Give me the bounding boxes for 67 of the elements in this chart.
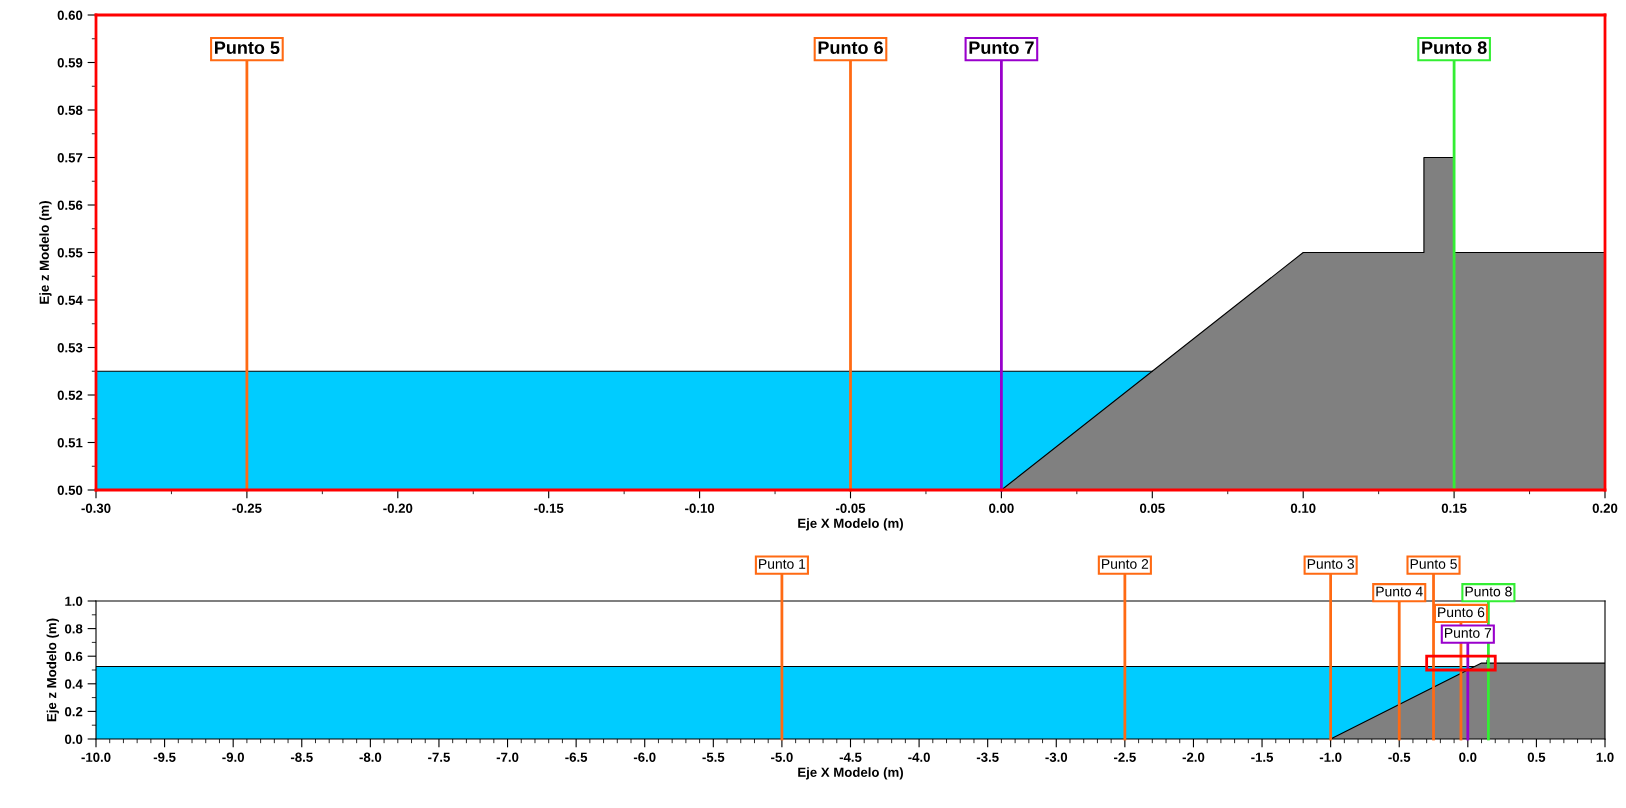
- x-tick-label: -4.5: [839, 752, 862, 762]
- ref-line-label: Punto 2: [1102, 559, 1149, 569]
- y-tick-label: 0.59: [57, 58, 83, 68]
- x-tick-label: -9.0: [222, 752, 245, 762]
- y-tick-label: 0.0: [64, 734, 83, 744]
- x-tick-label: -5.5: [702, 752, 725, 762]
- x-tick-label: 0.10: [1290, 503, 1316, 513]
- x-tick-label: -2.0: [1182, 752, 1205, 762]
- x-tick-label: -10.0: [81, 752, 111, 762]
- x-tick-label: 0.20: [1592, 503, 1618, 513]
- x-tick-label: -0.15: [534, 503, 564, 513]
- x-tick-label: 0.0: [1459, 752, 1477, 762]
- y-tick-label: 0.51: [57, 438, 83, 448]
- y-tick-label: 0.4: [64, 679, 83, 689]
- ref-line-label: Punto 8: [1422, 41, 1487, 55]
- y-tick-label: 0.52: [57, 390, 83, 400]
- ref-line-label: Punto 6: [818, 41, 883, 55]
- x-tick-label: -0.5: [1388, 752, 1411, 762]
- y-tick-label: 0.56: [57, 200, 83, 210]
- y-axis-title: Eje z Modelo (m): [46, 618, 59, 722]
- ref-line-label: Punto 7: [1445, 628, 1492, 638]
- x-tick-label: -8.0: [359, 752, 382, 762]
- y-axis-title: Eje z Modelo (m): [39, 201, 52, 304]
- x-tick-label: -2.5: [1114, 752, 1136, 762]
- y-tick-label: 0.55: [57, 248, 83, 258]
- ref-line-label: Punto 1: [759, 559, 806, 569]
- x-tick-label: -5.0: [771, 752, 793, 762]
- x-tick-label: -1.5: [1251, 752, 1274, 762]
- x-tick-label: 0.05: [1139, 503, 1165, 513]
- x-tick-label: 0.15: [1441, 503, 1467, 513]
- x-tick-label: -0.25: [232, 503, 262, 513]
- ref-line-label: Punto 7: [969, 41, 1034, 55]
- ref-line-label: Punto 3: [1307, 559, 1354, 569]
- y-tick-label: 0.53: [57, 343, 83, 353]
- ref-line-label: Punto 8: [1465, 586, 1512, 597]
- x-tick-label: -6.0: [633, 752, 656, 762]
- x-tick-label: -0.30: [81, 503, 111, 513]
- ref-line-label: Punto 6: [1438, 607, 1485, 618]
- x-tick-label: -0.05: [835, 503, 866, 513]
- x-tick-label: 0.5: [1527, 752, 1546, 762]
- x-tick-label: -0.10: [685, 503, 715, 513]
- y-tick-label: 0.8: [64, 624, 83, 634]
- ref-line-label: Punto 4: [1376, 586, 1423, 597]
- x-axis-title: Eje X Modelo (m): [798, 767, 903, 780]
- x-tick-label: -6.5: [565, 752, 588, 762]
- x-axis-title: Eje X Modelo (m): [798, 518, 903, 531]
- y-tick-label: 0.50: [57, 485, 83, 495]
- x-tick-label: -7.0: [496, 752, 519, 762]
- x-tick-label: -1.0: [1319, 752, 1342, 762]
- y-tick-label: 0.54: [57, 295, 83, 305]
- y-tick-label: 0.57: [57, 153, 83, 163]
- y-tick-label: 0.6: [64, 651, 83, 662]
- y-tick-label: 1.0: [65, 596, 83, 606]
- y-tick-label: 0.60: [57, 10, 83, 20]
- x-tick-label: -8.5: [290, 752, 313, 762]
- ref-line-label: Punto 5: [215, 41, 280, 55]
- x-tick-label: -4.0: [908, 752, 930, 762]
- ref-line-label: Punto 5: [1410, 559, 1457, 569]
- x-tick-label: -0.20: [383, 503, 413, 513]
- x-tick-label: -9.5: [153, 752, 176, 762]
- y-tick-label: 0.2: [64, 706, 83, 717]
- x-tick-label: -7.5: [428, 752, 450, 762]
- x-tick-label: -3.5: [976, 752, 999, 762]
- x-tick-label: -3.0: [1045, 752, 1068, 762]
- y-tick-label: 0.58: [57, 105, 83, 115]
- x-tick-label: 1.0: [1596, 752, 1614, 762]
- x-tick-label: 0.00: [989, 503, 1014, 513]
